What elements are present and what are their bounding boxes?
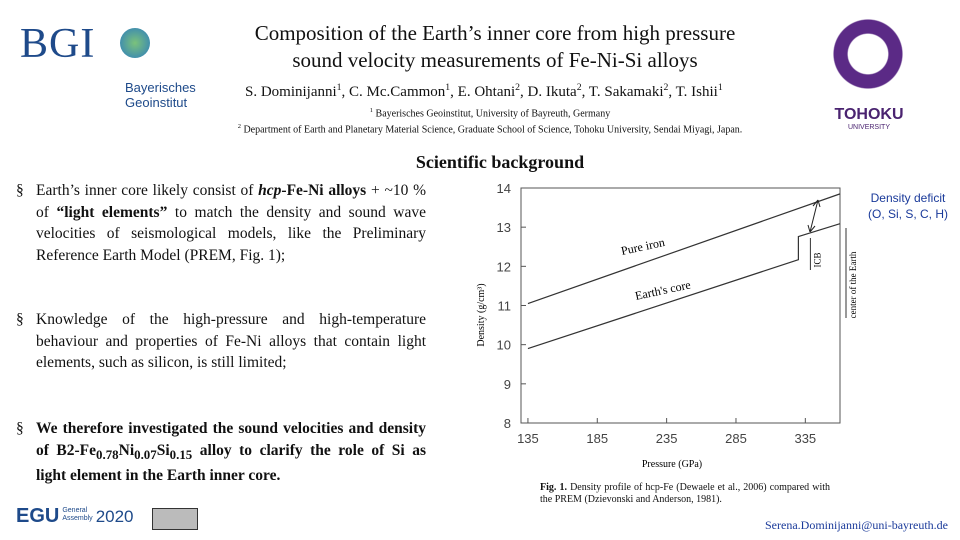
plot-area <box>520 187 841 424</box>
globe <box>120 28 150 58</box>
bullet: Earth’s inner core likely consist of hcp… <box>16 180 426 266</box>
section-title: Scientific background <box>415 152 585 172</box>
bullet-text: 0.15 <box>169 446 193 462</box>
author-sup: 2 <box>576 82 582 93</box>
author-name: , T. Ishii <box>668 84 718 100</box>
affiliation: 1 Bayerisches Geoinstitut, University of… <box>200 104 780 120</box>
bgi-acronym: BGI <box>20 21 96 67</box>
egu-year: 2020 <box>95 507 134 526</box>
x-tick-label: 135 <box>517 431 539 446</box>
tohoku-emblem <box>828 14 908 94</box>
bullet: Knowledge of the high-pressure and high-… <box>16 309 426 374</box>
y-tick-label: 12 <box>497 259 511 274</box>
authors: S. Dominijanni1, C. Mc.Cammon1, E. Ohtan… <box>245 82 723 101</box>
caption-label: Fig. 1. <box>540 482 567 493</box>
series-label: Pure iron <box>620 235 666 258</box>
affil-text: Department of Earth and Planetary Materi… <box>243 124 743 136</box>
bullet-text: 0.78 <box>96 446 119 462</box>
bullet-text: + ~10 % of <box>36 182 426 221</box>
series-line <box>527 193 841 305</box>
tohoku-name: TOHOKU <box>834 106 904 123</box>
y-tick-label: 11 <box>498 299 512 314</box>
bullet-text: 0.07 <box>134 446 157 462</box>
author-name: S. Dominijanni <box>245 84 337 100</box>
tohoku-logo: TOHOKU UNIVERSITY <box>830 106 908 131</box>
y-tick-label: 13 <box>497 220 511 235</box>
author-name: , D. Ikuta <box>520 84 577 100</box>
email: Serena.Dominijanni@uni-bayreuth.de <box>765 518 948 532</box>
bullet-text: -Fe-Ni alloys <box>281 182 367 199</box>
title-line: sound velocity measurements of Fe-Ni-Si … <box>292 48 698 72</box>
bgi-name-2: Geoinstitut <box>125 95 188 110</box>
bullet-text: Si <box>156 441 170 459</box>
author-sup: 2 <box>515 82 521 93</box>
author-name: , E. Ohtani <box>450 84 516 100</box>
bullet-text: Knowledge of the high-pressure and high-… <box>36 311 426 371</box>
bullet-text: “light elements” <box>56 203 168 221</box>
deficit-label: Density deficit <box>871 191 946 205</box>
y-tick-label: 8 <box>504 416 511 431</box>
author-sup: 1 <box>717 82 723 93</box>
bullet-text: to match the density and sound wave velo… <box>36 203 426 264</box>
bullet-text: Earth’s inner core likely consist of <box>36 182 259 199</box>
bgi-name: Bayerisches Geoinstitut <box>125 80 196 110</box>
bullet-text: We therefore investigated the sound velo… <box>36 420 426 459</box>
bgi-name-1: Bayerisches <box>125 80 196 95</box>
cc-badge <box>152 508 198 530</box>
center-label: center of the Earth <box>848 251 858 318</box>
caption-text: Density profile of hcp-Fe (Dewaele et al… <box>540 482 831 505</box>
y-tick-label: 9 <box>504 377 511 392</box>
caption: Fig. 1. Density profile of hcp-Fe (Dewae… <box>540 482 830 506</box>
affiliations: 1 Bayerisches Geoinstitut, University of… <box>200 104 780 137</box>
egu-sub: General <box>62 507 88 514</box>
bullet-text: Ni <box>118 441 135 459</box>
author-name: , T. Sakamaki <box>581 84 664 100</box>
bgi-logo: BGI Bayerisches Geoinstitut <box>20 20 196 110</box>
title-line: Composition of the Earth’s inner core fr… <box>254 21 736 45</box>
deficit-arrow <box>807 199 821 233</box>
egu-logo: EGU General Assembly 2020 <box>16 505 134 528</box>
title: Composition of the Earth’s inner core fr… <box>190 20 800 74</box>
series-line <box>527 223 841 350</box>
affiliation: 2 Department of Earth and Planetary Mate… <box>200 120 780 136</box>
icb-label: ICB <box>812 252 822 267</box>
author-name: , C. Mc.Cammon <box>341 84 446 100</box>
affil-sup: 1 <box>369 107 374 114</box>
y-tick-label: 10 <box>497 338 511 353</box>
author-sup: 2 <box>663 82 669 93</box>
x-tick-label: 335 <box>794 431 816 446</box>
x-tick-label: 185 <box>586 431 608 446</box>
author-sup: 1 <box>445 82 451 93</box>
series-label: Earth's core <box>634 277 692 302</box>
y-tick-label: 14 <box>497 181 511 196</box>
affil-text: Bayerisches Geoinstitut, University of B… <box>375 108 611 120</box>
egu: EGU <box>16 505 60 527</box>
bullet: We therefore investigated the sound velo… <box>16 418 426 487</box>
deficit-label: (O, Si, S, C, H) <box>868 207 948 221</box>
x-axis-label: Pressure (GPa) <box>642 459 702 470</box>
x-tick-label: 285 <box>725 431 747 446</box>
bullet-text: alloy to clarify the role of Si as light… <box>36 441 426 485</box>
egu-sub: Assembly <box>62 515 93 522</box>
author-sup: 1 <box>336 82 342 93</box>
affil-sup: 2 <box>237 123 241 131</box>
x-tick-label: 235 <box>656 431 678 446</box>
bullet-text: hcp <box>258 182 282 199</box>
y-axis-label: Density (g/cm³) <box>476 283 487 346</box>
tohoku-sub: UNIVERSITY <box>847 124 890 131</box>
